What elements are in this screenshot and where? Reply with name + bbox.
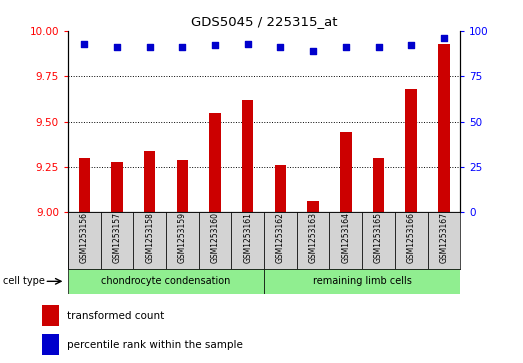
Point <box>211 42 219 48</box>
Bar <box>362 212 395 269</box>
Bar <box>264 269 460 294</box>
Text: GSM1253161: GSM1253161 <box>243 212 252 263</box>
Bar <box>166 212 199 269</box>
Bar <box>242 100 254 212</box>
Text: percentile rank within the sample: percentile rank within the sample <box>67 340 243 350</box>
Bar <box>144 151 155 212</box>
Bar <box>264 212 297 269</box>
Bar <box>373 158 384 212</box>
Text: GSM1253159: GSM1253159 <box>178 212 187 263</box>
Bar <box>275 165 286 212</box>
Bar <box>428 212 460 269</box>
Point <box>244 41 252 46</box>
Bar <box>438 44 450 212</box>
Point <box>80 41 88 46</box>
Bar <box>199 212 231 269</box>
Point <box>374 44 383 50</box>
Title: GDS5045 / 225315_at: GDS5045 / 225315_at <box>191 15 337 28</box>
Point <box>440 35 448 41</box>
Bar <box>68 269 264 294</box>
Text: chondrocyte condensation: chondrocyte condensation <box>101 276 231 286</box>
Text: GSM1253160: GSM1253160 <box>211 212 220 263</box>
Text: cell type: cell type <box>3 276 44 286</box>
Point <box>276 44 285 50</box>
Text: GSM1253167: GSM1253167 <box>439 212 448 263</box>
Text: GSM1253164: GSM1253164 <box>342 212 350 263</box>
Bar <box>405 89 417 212</box>
Point <box>178 44 187 50</box>
Text: transformed count: transformed count <box>67 311 164 321</box>
Bar <box>209 113 221 212</box>
Text: remaining limb cells: remaining limb cells <box>313 276 412 286</box>
Bar <box>231 212 264 269</box>
Bar <box>329 212 362 269</box>
Text: GSM1253156: GSM1253156 <box>80 212 89 263</box>
Bar <box>78 158 90 212</box>
Bar <box>100 212 133 269</box>
Bar <box>297 212 329 269</box>
Bar <box>340 132 351 212</box>
Bar <box>42 334 59 355</box>
Point <box>113 44 121 50</box>
Bar <box>395 212 428 269</box>
Text: GSM1253165: GSM1253165 <box>374 212 383 263</box>
Bar <box>111 162 123 212</box>
Bar <box>68 212 100 269</box>
Bar <box>308 201 319 212</box>
Bar <box>133 212 166 269</box>
Text: GSM1253163: GSM1253163 <box>309 212 317 263</box>
Bar <box>42 305 59 326</box>
Point <box>145 44 154 50</box>
Text: GSM1253166: GSM1253166 <box>407 212 416 263</box>
Point <box>407 42 415 48</box>
Point <box>342 44 350 50</box>
Text: GSM1253162: GSM1253162 <box>276 212 285 263</box>
Text: GSM1253158: GSM1253158 <box>145 212 154 263</box>
Text: GSM1253157: GSM1253157 <box>112 212 121 263</box>
Point <box>309 48 317 54</box>
Bar <box>177 160 188 212</box>
